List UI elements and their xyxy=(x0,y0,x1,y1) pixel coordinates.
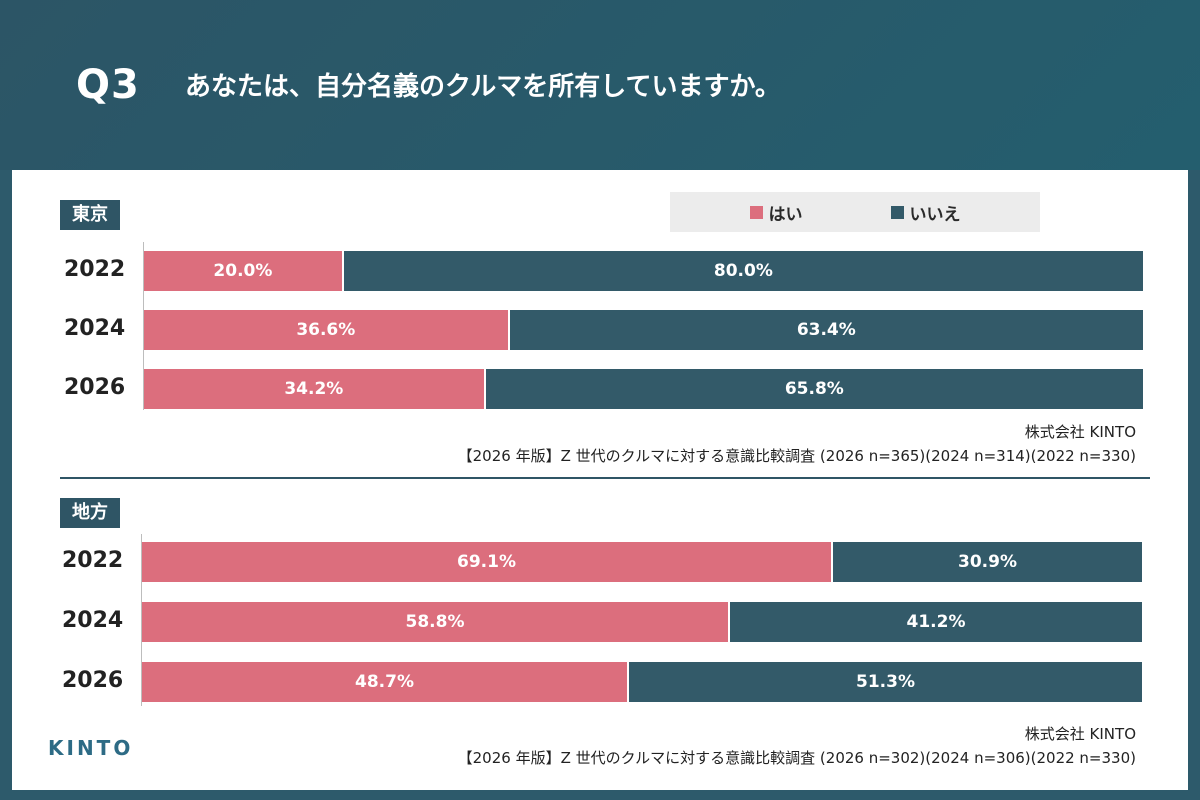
source-tokyo: 株式会社 KINTO 【2026 年版】Z 世代のクルマに対する意識比較調査 (… xyxy=(458,420,1136,468)
legend-swatch-yes-icon xyxy=(749,205,763,219)
axis-line-tokyo xyxy=(143,242,144,410)
bar-no-2026: 51.3% xyxy=(629,662,1142,702)
region-tag-tokyo: 東京 xyxy=(60,200,120,230)
bar-yes-2022: 20.0% xyxy=(144,251,344,291)
header-banner: Q3 あなたは、自分名義のクルマを所有していますか。 xyxy=(0,0,1200,170)
year-label-2024: 2024 xyxy=(64,316,126,341)
year-label-2026: 2026 xyxy=(62,668,124,693)
kinto-logo: KINTO xyxy=(48,736,134,760)
bar-no-2026: 65.8% xyxy=(485,369,1143,409)
region-tag-local: 地方 xyxy=(60,498,120,528)
bar-no-2022: 80.0% xyxy=(343,251,1143,291)
source-survey-tokyo: 【2026 年版】Z 世代のクルマに対する意識比較調査 (2026 n=365)… xyxy=(457,447,1136,465)
bar-yes-2024: 58.8% xyxy=(142,602,730,642)
legend-swatch-no-icon xyxy=(890,205,904,219)
year-label-2022: 2022 xyxy=(62,548,124,573)
year-label-2026: 2026 xyxy=(64,375,126,400)
question-text: あなたは、自分名義のクルマを所有していますか。 xyxy=(185,72,781,102)
bar-yes-2026: 34.2% xyxy=(144,369,486,409)
bar-yes-2024: 36.6% xyxy=(144,310,510,350)
source-company-local: 株式会社 KINTO xyxy=(1024,725,1136,743)
bar-no-2022: 30.9% xyxy=(833,542,1142,582)
legend-label-no: いいえ xyxy=(909,204,961,225)
bar-no-2024: 41.2% xyxy=(730,602,1142,642)
bar-yes-2022: 69.1% xyxy=(142,542,833,582)
year-label-2022: 2022 xyxy=(64,257,126,282)
chart-panel: 東京 はい いいえ 株式会社 KINTO 【2026 年版】Z 世代のクルマに対… xyxy=(12,170,1188,790)
source-survey-local: 【2026 年版】Z 世代のクルマに対する意識比較調査 (2026 n=302)… xyxy=(457,749,1136,767)
legend: はい いいえ xyxy=(670,192,1040,232)
legend-item-no: いいえ xyxy=(890,200,961,225)
bar-yes-2026: 48.7% xyxy=(142,662,629,702)
year-label-2024: 2024 xyxy=(62,608,124,633)
legend-item-yes: はい xyxy=(749,200,803,225)
legend-label-yes: はい xyxy=(768,204,803,225)
bar-no-2024: 63.4% xyxy=(509,310,1143,350)
source-local: 株式会社 KINTO 【2026 年版】Z 世代のクルマに対する意識比較調査 (… xyxy=(458,722,1136,770)
question-number: Q3 xyxy=(76,62,140,108)
source-company-tokyo: 株式会社 KINTO xyxy=(1024,423,1136,441)
axis-line-local xyxy=(141,534,142,706)
section-divider xyxy=(60,477,1150,479)
